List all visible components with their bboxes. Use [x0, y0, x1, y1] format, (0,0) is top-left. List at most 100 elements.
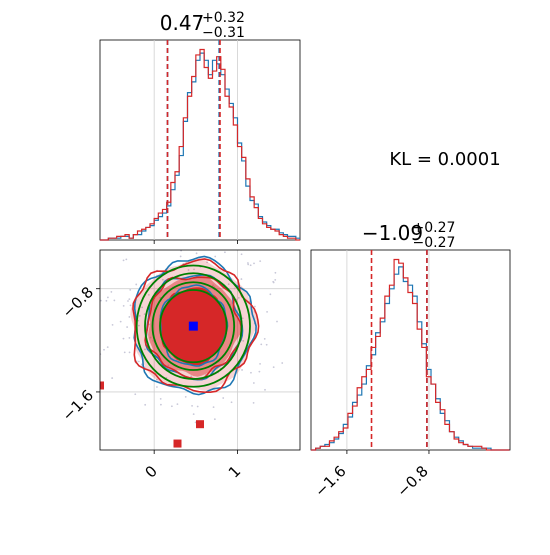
- sample-point: [252, 402, 255, 404]
- sample-point: [144, 348, 146, 351]
- sample-point: [253, 262, 255, 265]
- sample-point: [212, 284, 214, 287]
- sample-point: [128, 337, 131, 339]
- y-tick-label: −1.6: [59, 386, 97, 424]
- marginal-title-upper: +0.27: [413, 220, 456, 236]
- sample-point: [122, 304, 125, 307]
- sample-point: [152, 340, 155, 342]
- sample-point: [222, 397, 225, 399]
- sample-point: [107, 296, 109, 299]
- sample-point: [123, 351, 126, 354]
- joint-contour-panel: 0 1 −0.8 −1.6: [59, 240, 301, 482]
- histogram-series-line: [100, 48, 300, 241]
- sample-point: [214, 255, 217, 258]
- sample-point: [272, 281, 275, 284]
- sample-point: [241, 317, 244, 320]
- sample-point: [272, 366, 275, 369]
- sample-point: [259, 260, 262, 263]
- sample-point: [110, 291, 113, 293]
- sample-point: [176, 403, 179, 406]
- sample-point: [213, 418, 216, 421]
- sample-point: [263, 337, 266, 340]
- sample-point: [281, 362, 284, 364]
- marginal-title-lower: −0.31: [202, 25, 245, 41]
- marginal-histogram-y: −1.09+0.27−0.27 −1.6 −0.8: [310, 220, 511, 501]
- sample-point: [137, 360, 140, 363]
- sample-point: [143, 313, 146, 316]
- sample-point: [106, 346, 109, 349]
- center-marker: [188, 321, 198, 331]
- marginal-title-upper: +0.32: [202, 10, 245, 26]
- sample-point: [233, 287, 236, 290]
- sample-point: [129, 304, 132, 307]
- sample-point: [140, 363, 143, 366]
- sample-point: [129, 289, 132, 291]
- sample-point: [240, 278, 243, 280]
- sample-point: [191, 404, 193, 407]
- sample-point: [249, 264, 252, 267]
- plot-frame: [99, 39, 301, 241]
- sample-point: [111, 377, 114, 379]
- sample-point: [269, 293, 272, 296]
- sample-point: [242, 339, 245, 342]
- sample-point: [100, 299, 102, 302]
- reference-ellipse: [135, 264, 251, 388]
- sample-point: [201, 240, 203, 242]
- sample-point: [160, 403, 162, 406]
- sample-point: [128, 316, 131, 318]
- outlier-marker: [100, 381, 104, 390]
- sample-point: [105, 299, 108, 302]
- sample-point: [230, 401, 233, 404]
- sample-point: [276, 320, 278, 323]
- sample-point: [259, 362, 261, 365]
- sample-point: [135, 283, 138, 286]
- sample-point: [237, 297, 240, 299]
- histogram-series-line: [311, 258, 510, 451]
- reference-ellipse: [159, 289, 228, 364]
- sample-point: [265, 343, 268, 346]
- sample-point: [122, 337, 125, 340]
- sample-point: [274, 278, 277, 281]
- sample-point: [138, 314, 141, 317]
- sample-point: [247, 263, 250, 266]
- sample-point: [192, 413, 195, 416]
- sample-point: [144, 403, 147, 406]
- sample-point: [113, 299, 116, 302]
- sample-point: [254, 305, 256, 308]
- contour-line-red: [144, 276, 243, 381]
- sample-point: [184, 395, 187, 398]
- sample-point: [155, 378, 158, 381]
- sample-point: [193, 268, 195, 271]
- sample-point: [159, 397, 162, 400]
- sample-point: [156, 386, 158, 388]
- sample-point: [240, 253, 243, 256]
- sample-point: [196, 405, 199, 408]
- sample-point: [147, 293, 150, 296]
- sample-point: [206, 261, 208, 264]
- sample-point: [227, 283, 230, 286]
- sample-point: [111, 323, 114, 326]
- sample-point: [103, 348, 105, 351]
- sample-point: [122, 259, 125, 262]
- contour-line-red: [132, 258, 260, 393]
- sample-point: [260, 343, 263, 346]
- x-tick-label: 1: [225, 462, 244, 481]
- sample-point: [274, 271, 277, 274]
- sample-point: [137, 324, 140, 327]
- sample-point: [252, 382, 255, 384]
- sample-point: [190, 375, 193, 378]
- sample-point: [241, 369, 243, 371]
- marginal-histogram-x: 0.47+0.32−0.31: [99, 10, 301, 244]
- marginal-title-lower: −0.27: [413, 235, 456, 251]
- sample-point: [250, 371, 252, 374]
- marginal-title-value: 0.47: [160, 11, 205, 35]
- plot-frame: [310, 249, 511, 451]
- sample-point: [137, 244, 139, 246]
- x-tick-label: −1.6: [311, 462, 349, 500]
- plot-frame: [99, 249, 301, 451]
- sample-point: [125, 258, 128, 261]
- sample-point: [126, 326, 129, 328]
- sample-point: [128, 298, 131, 301]
